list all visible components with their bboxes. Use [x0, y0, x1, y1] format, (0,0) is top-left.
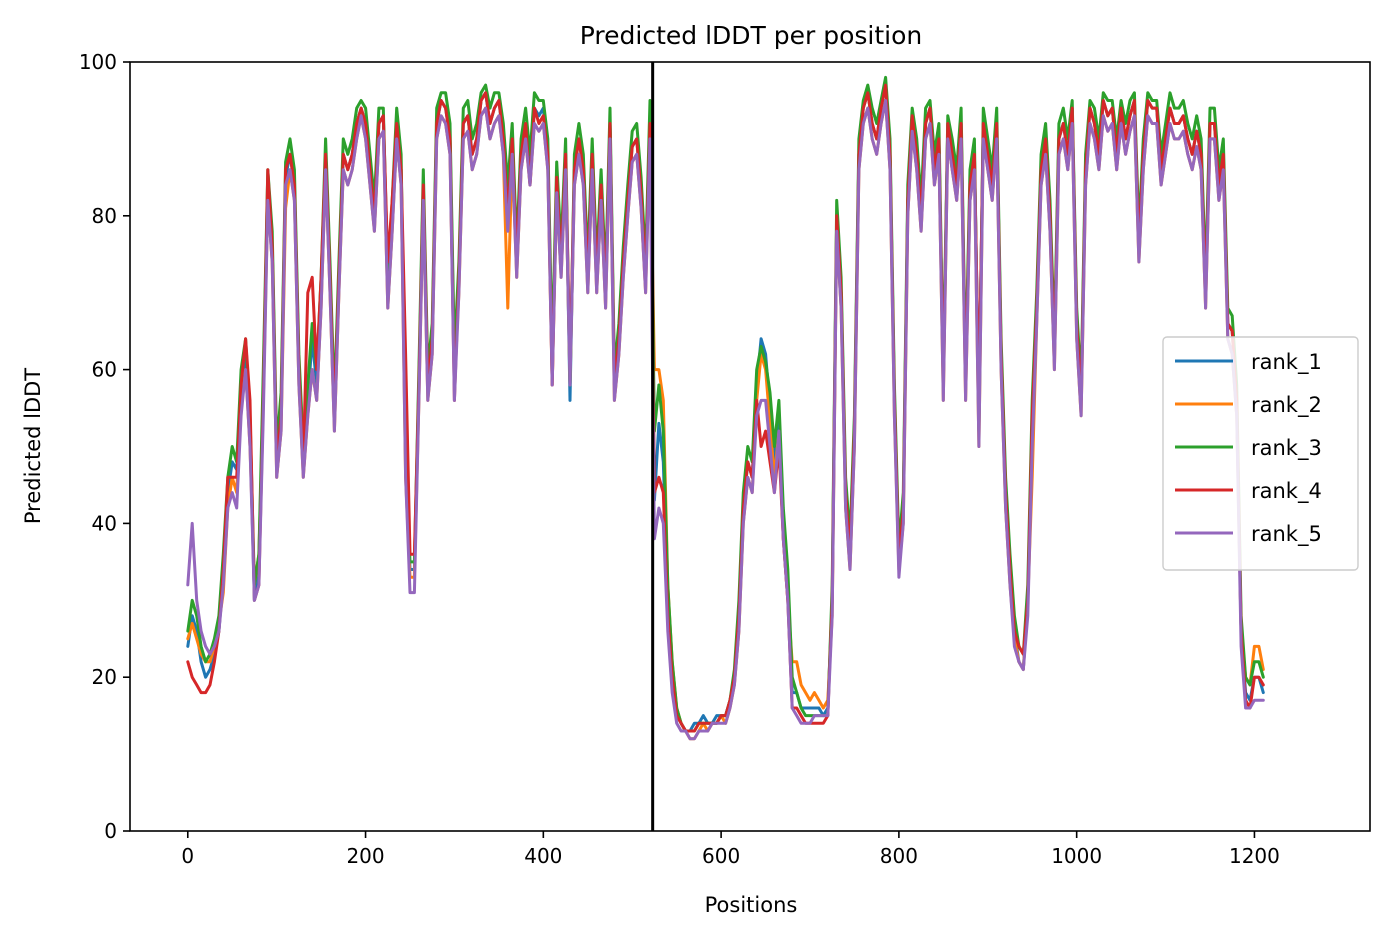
x-tick-label: 800: [880, 844, 918, 868]
legend-label-rank_3: rank_3: [1251, 436, 1322, 461]
x-tick-label: 1000: [1051, 844, 1102, 868]
x-tick-label: 0: [181, 844, 194, 868]
legend-label-rank_5: rank_5: [1251, 522, 1322, 547]
y-tick-label: 100: [79, 50, 117, 74]
legend-label-rank_2: rank_2: [1251, 393, 1322, 418]
y-tick-label: 80: [92, 204, 117, 228]
x-tick-label: 600: [702, 844, 740, 868]
y-tick-label: 20: [92, 665, 117, 689]
x-tick-label: 200: [346, 844, 384, 868]
chart-title: Predicted lDDT per position: [580, 21, 922, 50]
y-tick-label: 40: [92, 511, 117, 535]
x-tick-label: 400: [524, 844, 562, 868]
legend-box: [1162, 336, 1359, 571]
y-axis: 0 20 40 60 80 100: [79, 50, 130, 843]
series-layer: [186, 75, 1265, 741]
y-tick-label: 0: [104, 819, 117, 843]
x-axis-title: Positions: [705, 893, 798, 917]
y-tick-label: 60: [92, 358, 117, 382]
x-axis: 0 200 400 600 800 1000 1200: [181, 831, 1280, 868]
legend: rank_1 rank_2 rank_3 rank_4 rank_5: [1162, 336, 1359, 571]
y-axis-title: Predicted lDDT: [21, 368, 45, 524]
x-tick-label: 1200: [1229, 844, 1280, 868]
series-line-rank_5: [186, 99, 1265, 741]
plot-frame: [129, 61, 1371, 832]
legend-label-rank_4: rank_4: [1251, 479, 1322, 504]
legend-label-rank_1: rank_1: [1251, 350, 1322, 375]
